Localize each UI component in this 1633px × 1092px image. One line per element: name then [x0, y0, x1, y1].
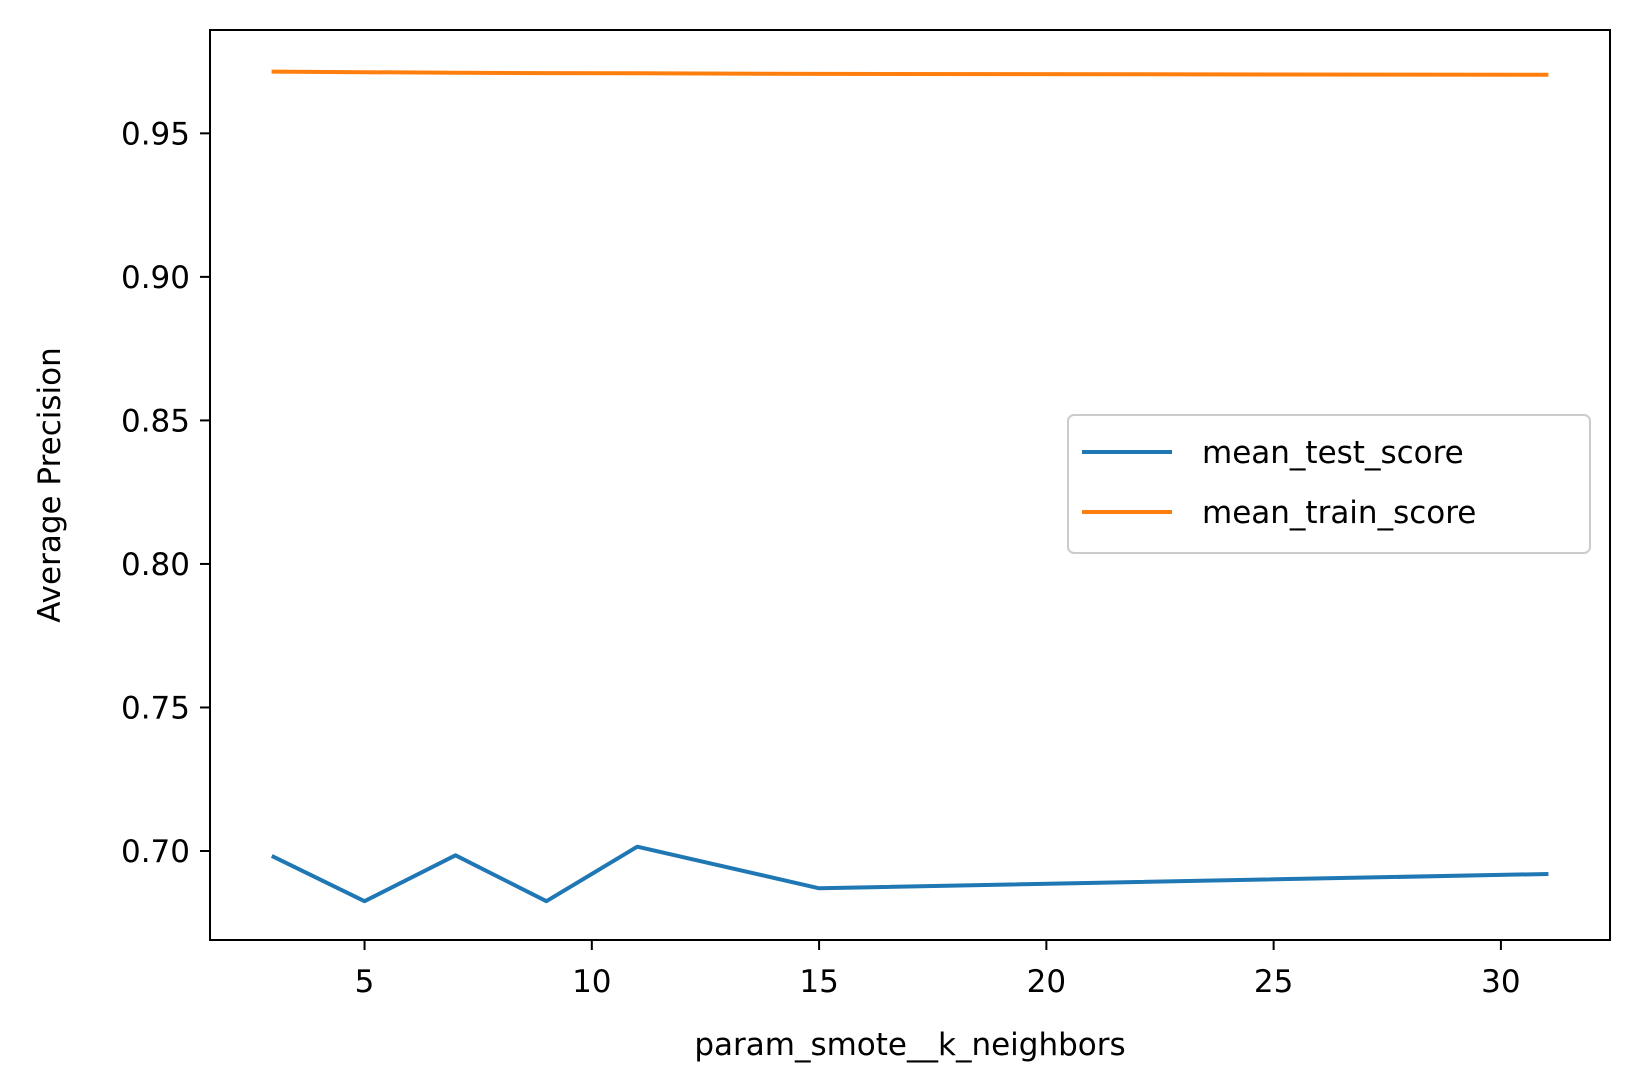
y-tick-label: 0.80 — [121, 547, 190, 583]
y-tick-label: 0.90 — [121, 260, 190, 296]
series-line-1 — [271, 69, 1549, 77]
axes-frame — [209, 29, 1611, 941]
x-tick-label: 15 — [799, 964, 838, 1000]
plot-area — [270, 69, 1549, 904]
x-tick-label: 25 — [1254, 964, 1293, 1000]
y-axis-label: Average Precision — [32, 347, 68, 622]
y-tick-label: 0.95 — [121, 116, 190, 152]
y-tick-label: 0.85 — [121, 403, 190, 439]
x-tick-label: 10 — [572, 964, 611, 1000]
y-tick-label: 0.75 — [121, 690, 190, 726]
y-tick-label: 0.70 — [121, 834, 190, 870]
x-axis-label: param_smote__k_neighbors — [694, 1027, 1125, 1063]
legend-label-1: mean_train_score — [1202, 495, 1476, 531]
x-tick-label: 30 — [1481, 964, 1520, 1000]
x-tick-label: 20 — [1027, 964, 1066, 1000]
legend-box — [1067, 414, 1591, 554]
x-axis: 5 10 15 20 25 30 — [355, 940, 1521, 1000]
y-axis: 0.70 0.75 0.80 0.85 0.90 0.95 — [121, 116, 210, 870]
x-tick-label: 5 — [355, 964, 375, 1000]
legend-label-0: mean_test_score — [1202, 435, 1464, 471]
legend: mean_test_score mean_train_score — [1067, 414, 1591, 554]
series-line-0 — [270, 844, 1549, 904]
